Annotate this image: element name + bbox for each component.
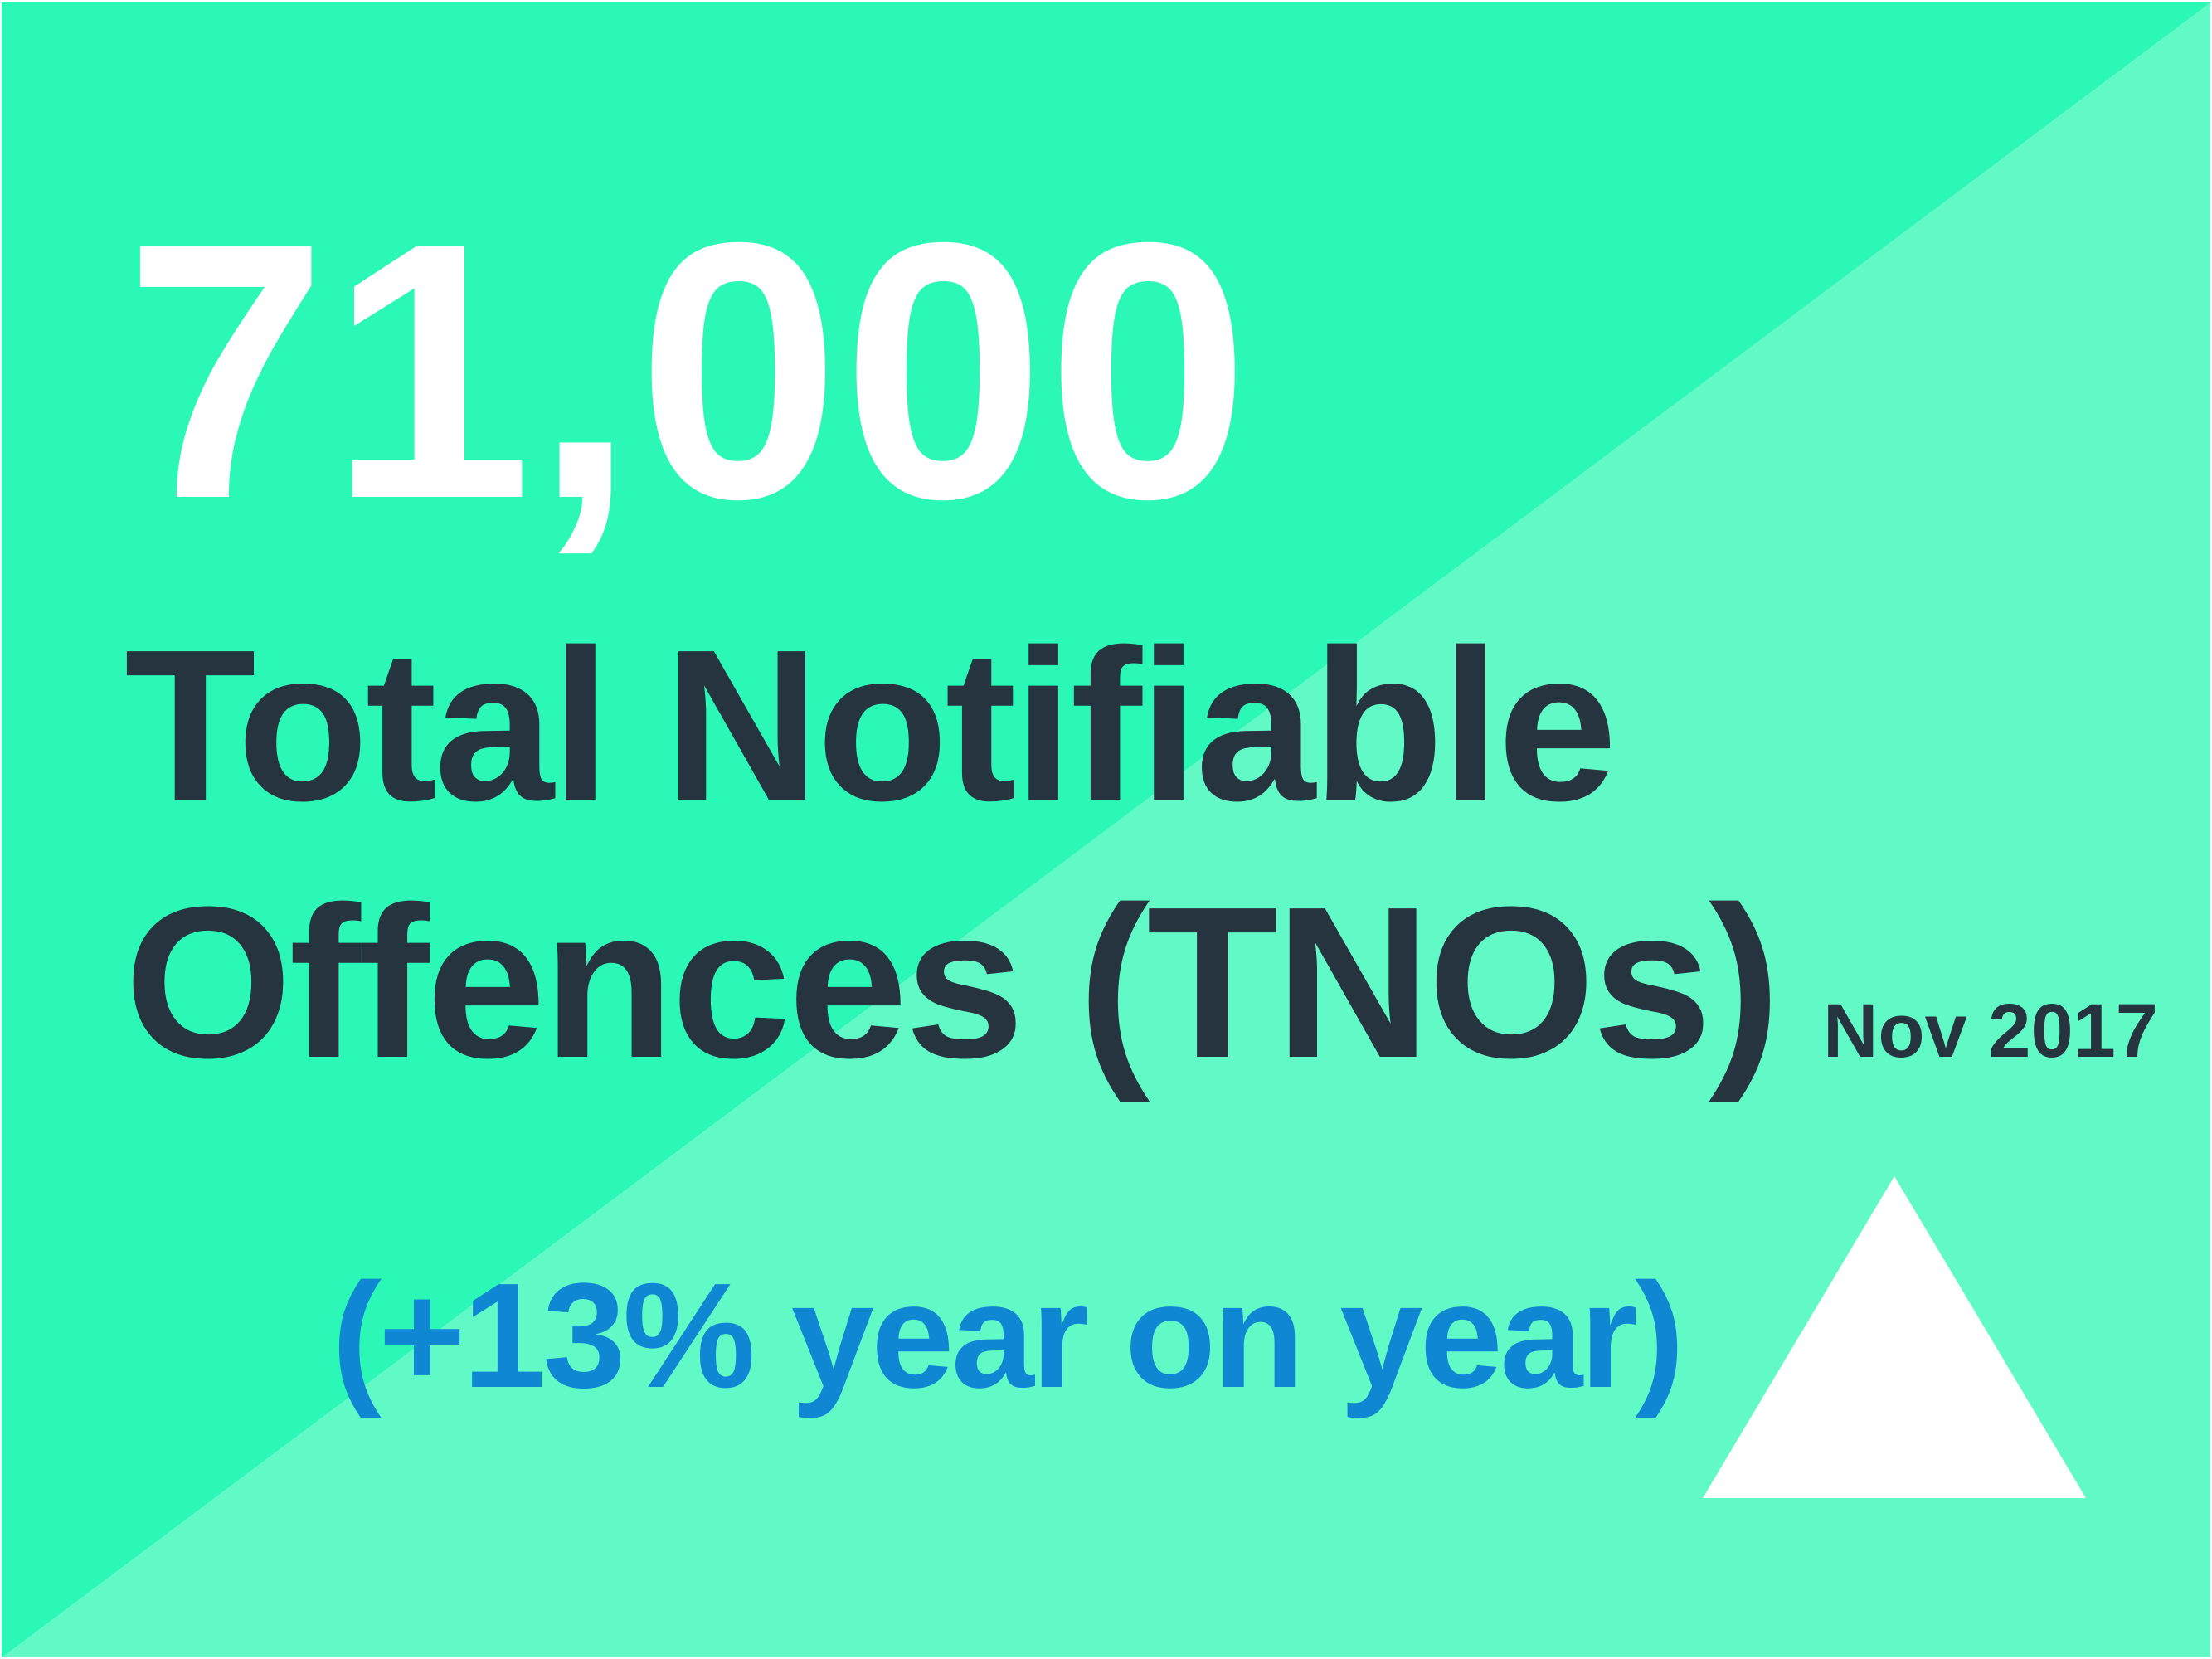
stat-title-line1: Total Notifiable: [124, 606, 1617, 846]
stat-value: 71,000: [124, 168, 1252, 575]
trend-up-triangle-icon: [1703, 1176, 2086, 1498]
stat-title-line2: Offences (TNOs): [124, 863, 1781, 1103]
stat-title: Total Notifiable Offences (TNOs) Nov 2017: [124, 597, 2158, 1160]
triangle-shape: [1703, 1176, 2086, 1498]
stat-period-label: Nov 2017: [1822, 989, 2158, 1073]
stat-change-label: (+13% year on year): [332, 1253, 1685, 1419]
